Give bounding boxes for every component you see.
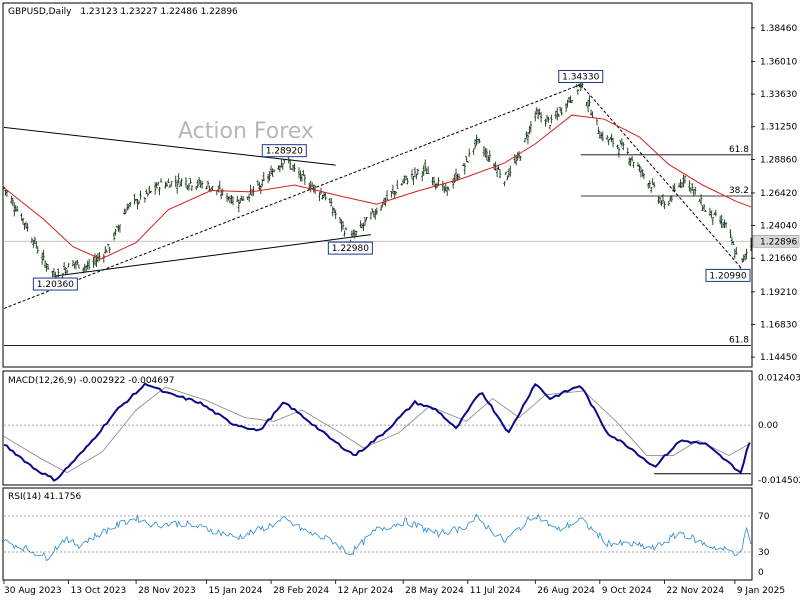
price-annotation-label: 1.34330: [562, 72, 599, 82]
price-axis-label: 1.36010: [760, 57, 797, 67]
fib-level-label: 38.2: [729, 186, 749, 196]
time-axis-label: 11 Jul 2024: [470, 586, 521, 596]
time-axis-label: 30 Aug 2023: [4, 586, 62, 596]
chart-title: GBPUSD,Daily 1.23123 1.23227 1.22486 1.2…: [8, 7, 238, 17]
rsi-title: RSI(14) 41.1756: [8, 492, 81, 502]
moving-average-line: [3, 114, 752, 260]
price-axis-label: 1.26420: [760, 189, 797, 199]
rsi-panel-frame: [2, 487, 753, 581]
trendline: [55, 234, 371, 277]
time-axis-label: 26 Aug 2024: [537, 586, 595, 596]
price-annotation-box: [327, 241, 373, 255]
price-axis-label: 1.24040: [760, 222, 797, 232]
time-axis-label: 28 May 2024: [405, 586, 464, 596]
trendline: [3, 126, 336, 166]
time-axis-label: 28 Feb 2024: [273, 586, 329, 596]
rsi-layer: [3, 513, 752, 562]
current-price-label: 1.22896: [760, 237, 797, 247]
macd-layer: [3, 382, 752, 482]
price-annotation-box: [32, 277, 78, 291]
axis-layer: 1.38460 1.36010 1.33630 1.31250 1.28860 1.264…: [3, 24, 800, 596]
price-axis-label: 1.38460: [760, 24, 797, 34]
price-annotation-box: [261, 144, 307, 158]
price-layer: 61.8 38.2 61.8 1.34330 1.28920 1.22980 1.20360…: [2, 69, 753, 346]
price-axis-label: 1.28860: [760, 155, 797, 165]
time-axis-label: 12 Apr 2024: [338, 586, 394, 596]
time-axis-label: 22 Nov 2024: [666, 586, 724, 596]
rsi-axis-label: 30: [758, 548, 770, 558]
price-axis-label: 1.33630: [760, 90, 797, 100]
symbol-label: GBPUSD,Daily: [8, 7, 72, 17]
time-axis-label: 13 Oct 2023: [71, 586, 127, 596]
price-annotation-label: 1.22980: [332, 244, 369, 254]
rsi-line: [3, 513, 752, 562]
rsi-axis-label: 0: [758, 568, 764, 578]
trendline: [580, 84, 742, 268]
trendline: [3, 84, 581, 309]
price-axis-label: 1.19210: [760, 288, 797, 298]
price-axis-label: 1.31250: [760, 123, 797, 133]
rsi-axis-label: 70: [758, 512, 770, 522]
macd-panel-frame: [2, 370, 753, 486]
ohlc-values: 1.23123 1.23227 1.22486 1.22896: [80, 7, 238, 17]
time-axis-label: 9 Oct 2024: [602, 586, 652, 596]
current-price-box: [752, 235, 800, 248]
macd-axis-label: 0.012403: [758, 374, 800, 384]
price-axis-label: 1.14450: [760, 353, 797, 363]
price-axis-label: 1.16830: [760, 320, 797, 330]
macd-main-line: [3, 382, 751, 482]
price-annotation-box: [705, 268, 751, 282]
price-annotation-label: 1.28920: [266, 147, 303, 157]
price-axis-label: 1.21660: [760, 254, 797, 264]
price-panel-frame: [2, 2, 753, 368]
price-annotation-label: 1.20990: [709, 271, 746, 281]
fib-level-label: 61.8: [729, 145, 749, 155]
price-annotation-label: 1.20360: [37, 280, 74, 290]
time-axis-label: 15 Jan 2024: [209, 586, 263, 596]
time-axis-label: 28 Nov 2023: [138, 586, 196, 596]
macd-axis-label: 0.00: [758, 421, 778, 431]
time-axis-label: 9 Jan 2025: [737, 586, 785, 596]
macd-title: MACD(12,26,9) -0.002922 -0.004697: [8, 376, 174, 386]
price-annotation-box: [558, 69, 604, 83]
macd-signal-line: [3, 386, 752, 474]
macd-axis-label: -0.014502: [758, 476, 800, 486]
fib-level-label: 61.8: [729, 335, 749, 345]
watermark: Action Forex: [178, 119, 314, 144]
